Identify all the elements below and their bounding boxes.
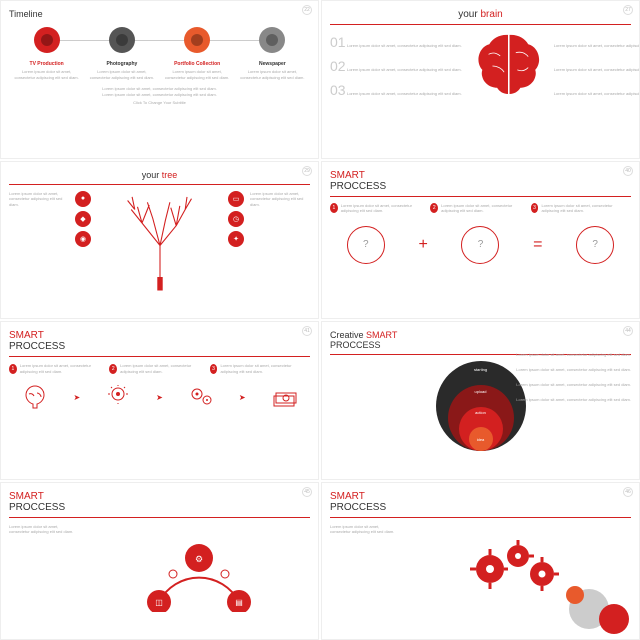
- tree-icons-left: ● ◆ ◉: [75, 191, 91, 291]
- arrow-icon: ➤: [73, 393, 80, 402]
- left-numbers: 01 Lorem ipsum dolor sit amet, consectet…: [330, 34, 462, 98]
- equals-icon: =: [533, 236, 542, 254]
- svg-text:⚙: ⚙: [194, 554, 202, 564]
- timeline-label: Portfolio CollectionLorem ipsum dolor si…: [163, 61, 232, 80]
- slide-title: SMARTPROCCESS: [9, 330, 310, 352]
- divider: [330, 196, 631, 197]
- divider: [9, 517, 310, 518]
- plus-icon: +: [418, 236, 427, 254]
- svg-text:▤: ▤: [235, 598, 243, 607]
- slide-title: SMARTPROCCESS: [9, 491, 310, 513]
- equation-row: ? + ? = ?: [330, 226, 631, 264]
- slide-title: SMARTPROCCESS: [330, 491, 631, 513]
- slide-title: your brain: [330, 9, 631, 20]
- slide-title: Creative SMARTPROCCESS: [330, 330, 631, 350]
- timeline-row: [9, 27, 310, 53]
- page-number: 44: [623, 326, 633, 336]
- tree-icons-right: ▭ ◷ ✦: [228, 191, 244, 291]
- divider: [9, 184, 310, 185]
- page-number: 22: [302, 5, 312, 15]
- page-number: 45: [302, 487, 312, 497]
- bulb-gear-icon: [103, 382, 133, 412]
- process-steps: 1Lorem ipsum dolor sit amet, consectetur…: [9, 363, 310, 374]
- equation-circle: ?: [576, 226, 614, 264]
- timeline-node: [109, 27, 135, 53]
- nested-circles: starting upload action idea: [436, 361, 526, 451]
- timeline-labels: TV ProductionLorem ipsum dolor sit amet,…: [9, 61, 310, 80]
- divider: [330, 24, 631, 25]
- callout-labels: Lorem ipsum dolor sit amet, consectetur …: [516, 352, 631, 412]
- gears-graphic: [408, 534, 631, 594]
- right-numbers: Lorem ipsum dolor sit amet, consectetur …: [554, 34, 640, 98]
- process-steps: 1Lorem ipsum dolor sit amet, consectetur…: [330, 203, 631, 214]
- timeline-label: PhotographyLorem ipsum dolor sit amet, c…: [87, 61, 156, 80]
- page-number: 41: [302, 326, 312, 336]
- svg-text:◫: ◫: [155, 598, 163, 607]
- timeline-label: TV ProductionLorem ipsum dolor sit amet,…: [12, 61, 81, 80]
- arrow-icon: ➤: [239, 393, 246, 402]
- divider: [9, 356, 310, 357]
- equation-circle: ?: [461, 226, 499, 264]
- flow-row: ➤ ➤ ➤: [9, 382, 310, 412]
- tree-text: Lorem ipsum dolor sit amet, consectetur …: [250, 191, 310, 291]
- slide-title: your tree: [9, 170, 310, 180]
- slide-title: SMARTPROCCESS: [330, 170, 631, 192]
- page-number: 40: [623, 166, 633, 176]
- desc-text: Lorem ipsum dolor sit amet, consectetur …: [9, 524, 79, 612]
- globe-icon: ◉: [75, 231, 91, 247]
- slide-process-gears: 46 SMARTPROCCESS Lorem ipsum dolor sit a…: [321, 482, 640, 640]
- page-number: 46: [623, 487, 633, 497]
- timeline-label: NewspaperLorem ipsum dolor sit amet, con…: [238, 61, 307, 80]
- money-icon: [269, 382, 299, 412]
- footnote: Lorem ipsum dolor sit amet, consectetur …: [9, 86, 310, 106]
- timeline-node: [34, 27, 60, 53]
- gears-icon: [186, 382, 216, 412]
- timeline-node: [259, 27, 285, 53]
- tree-text: Lorem ipsum dolor sit amet, consectetur …: [9, 191, 69, 291]
- slide-process-equation: 40 SMARTPROCCESS 1Lorem ipsum dolor sit …: [321, 161, 640, 320]
- apple-icon: ●: [75, 191, 91, 207]
- arc-diagram: ◫ ⚙ ▤: [87, 532, 310, 612]
- slide-tree: 29 your tree Lorem ipsum dolor sit amet,…: [0, 161, 319, 320]
- clock-icon: ◷: [228, 211, 244, 227]
- desc-text: Lorem ipsum dolor sit amet, consectetur …: [330, 524, 400, 594]
- slide-process-arc: 45 SMARTPROCCESS Lorem ipsum dolor sit a…: [0, 482, 319, 640]
- slide-creative-process: 44 Creative SMARTPROCCESS starting uploa…: [321, 321, 640, 480]
- gear-icon: ✦: [228, 231, 244, 247]
- page-number: 27: [623, 5, 633, 15]
- arrow-icon: ➤: [156, 393, 163, 402]
- brain-icon: [468, 31, 548, 101]
- chat-icon: ◆: [75, 211, 91, 227]
- page-number: 29: [302, 166, 312, 176]
- slide-title: Timeline: [9, 9, 310, 19]
- slide-process-flow: 41 SMARTPROCCESS 1Lorem ipsum dolor sit …: [0, 321, 319, 480]
- monitor-icon: ▭: [228, 191, 244, 207]
- slide-timeline: 22 Timeline TV ProductionLorem ipsum dol…: [0, 0, 319, 159]
- divider: [330, 517, 631, 518]
- tree-icon: [97, 191, 222, 291]
- timeline-node: [184, 27, 210, 53]
- slide-brain: 27 your brain 01 Lorem ipsum dolor sit a…: [321, 0, 640, 159]
- ring-inner: idea: [469, 427, 493, 451]
- equation-circle: ?: [347, 226, 385, 264]
- brain-sketch-icon: [20, 382, 50, 412]
